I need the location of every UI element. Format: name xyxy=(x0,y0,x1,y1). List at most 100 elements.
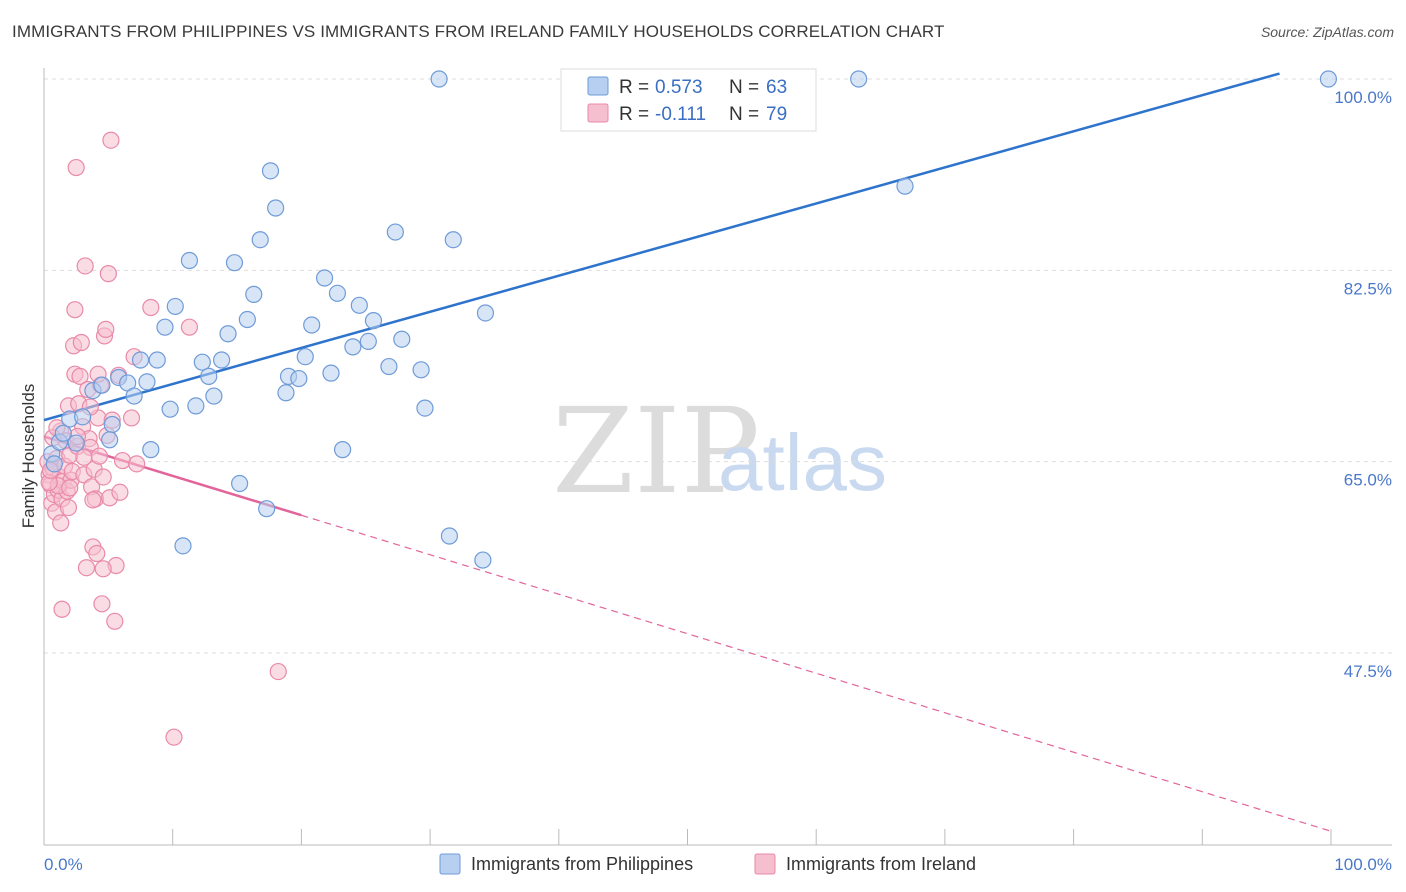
ireland-point xyxy=(94,468,112,486)
philippines-point xyxy=(476,304,495,322)
ireland-point xyxy=(67,158,85,177)
ireland-point xyxy=(142,298,160,317)
ireland-point xyxy=(102,131,120,149)
philippines-point xyxy=(200,367,218,385)
ireland-point xyxy=(99,265,117,283)
philippines-point xyxy=(74,408,92,426)
ireland-point xyxy=(94,560,112,578)
philippines-point xyxy=(258,500,276,518)
ireland-point xyxy=(71,367,89,385)
legend-n-value-philippines: 63 xyxy=(766,77,787,98)
legend-r-label-ireland: R = xyxy=(619,104,649,125)
philippines-point xyxy=(67,434,85,452)
ireland-point xyxy=(113,451,132,470)
bottom-legend-swatch-philippines xyxy=(439,853,461,875)
philippines-point xyxy=(850,70,868,88)
philippines-point xyxy=(174,537,192,555)
ireland-point xyxy=(72,333,90,352)
ireland-point xyxy=(84,491,102,509)
ireland-point xyxy=(269,662,287,681)
philippines-point xyxy=(45,455,63,473)
philippines-point xyxy=(393,330,411,348)
philippines-point xyxy=(219,325,237,343)
ireland-point xyxy=(165,728,183,746)
legend-n-label-philippines: N = xyxy=(729,77,759,98)
legend-swatch-ireland xyxy=(587,103,609,123)
philippines-point xyxy=(251,231,269,249)
philippines-point xyxy=(180,251,199,270)
philippines-point xyxy=(131,351,150,369)
philippines-point xyxy=(267,199,285,217)
y-axis-label: Family Households xyxy=(19,384,38,529)
philippines-point xyxy=(187,397,205,415)
philippines-point xyxy=(238,310,256,329)
legend-r-value-philippines: 0.573 xyxy=(655,77,703,98)
philippines-point xyxy=(161,400,179,418)
philippines-point xyxy=(474,551,492,569)
philippines-point xyxy=(156,318,174,336)
philippines-point xyxy=(440,527,459,545)
philippines-point xyxy=(1319,70,1338,88)
y-tick-labels: 47.5% 65.0% 82.5% 100.0% xyxy=(1334,88,1392,681)
watermark-atlas: atlas xyxy=(718,418,887,507)
ireland-point xyxy=(93,595,111,613)
philippines-trend-line xyxy=(43,72,1280,422)
x-tick-label-max: 100.0% xyxy=(1334,855,1392,874)
watermark-zip: ZIP xyxy=(552,382,760,520)
philippines-point xyxy=(412,361,430,379)
ireland-point xyxy=(61,479,79,497)
y-tick-label: 100.0% xyxy=(1334,88,1392,107)
y-tick-label: 65.0% xyxy=(1344,471,1392,490)
philippines-point xyxy=(125,387,143,405)
x-tick-marks xyxy=(172,829,1332,845)
philippines-point xyxy=(290,369,308,388)
ireland-trend-line-extension xyxy=(301,514,1332,832)
philippines-point xyxy=(205,387,223,405)
legend-swatch-philippines xyxy=(587,76,609,96)
ireland-point xyxy=(97,320,115,338)
legend-r-label-philippines: R = xyxy=(619,77,649,98)
ireland-point xyxy=(111,483,129,501)
philippines-point xyxy=(277,384,295,402)
y-tick-label: 82.5% xyxy=(1344,279,1392,298)
chart-source: Source: ZipAtlas.com xyxy=(1260,24,1394,40)
philippines-point xyxy=(138,373,156,391)
bottom-legend-swatch-ireland xyxy=(754,853,776,875)
bottom-legend-label-philippines: Immigrants from Philippines xyxy=(471,854,693,874)
philippines-point xyxy=(344,338,362,356)
philippines-points xyxy=(43,70,1338,569)
legend-n-value-ireland: 79 xyxy=(766,104,787,125)
ireland-point xyxy=(52,514,70,532)
philippines-point xyxy=(245,285,263,303)
ireland-point xyxy=(66,301,84,319)
philippines-point xyxy=(430,70,448,88)
philippines-point xyxy=(193,353,211,371)
legend-r-value-ireland: -0.111 xyxy=(655,104,706,125)
ireland-point xyxy=(59,498,78,517)
philippines-point xyxy=(148,351,166,369)
philippines-point xyxy=(364,312,383,330)
philippines-point xyxy=(231,474,249,493)
ireland-point xyxy=(53,600,71,618)
philippines-point xyxy=(166,297,184,316)
philippines-point xyxy=(93,376,111,394)
philippines-point xyxy=(101,431,119,449)
philippines-point xyxy=(213,351,231,369)
philippines-point xyxy=(303,316,321,334)
ireland-point xyxy=(88,544,106,563)
philippines-point xyxy=(225,254,244,272)
y-tick-label: 47.5% xyxy=(1344,662,1392,681)
series-legend: Immigrants from Philippines Immigrants f… xyxy=(439,853,976,875)
philippines-point xyxy=(386,223,404,241)
ireland-point xyxy=(180,318,199,336)
ireland-point xyxy=(106,612,124,630)
philippines-point xyxy=(416,399,434,417)
philippines-point xyxy=(359,332,377,350)
gridlines xyxy=(44,78,1392,654)
philippines-point xyxy=(896,177,914,195)
legend-n-label-ireland: N = xyxy=(729,104,759,125)
philippines-point xyxy=(328,284,347,302)
philippines-point xyxy=(333,441,352,459)
ireland-point xyxy=(90,447,108,465)
